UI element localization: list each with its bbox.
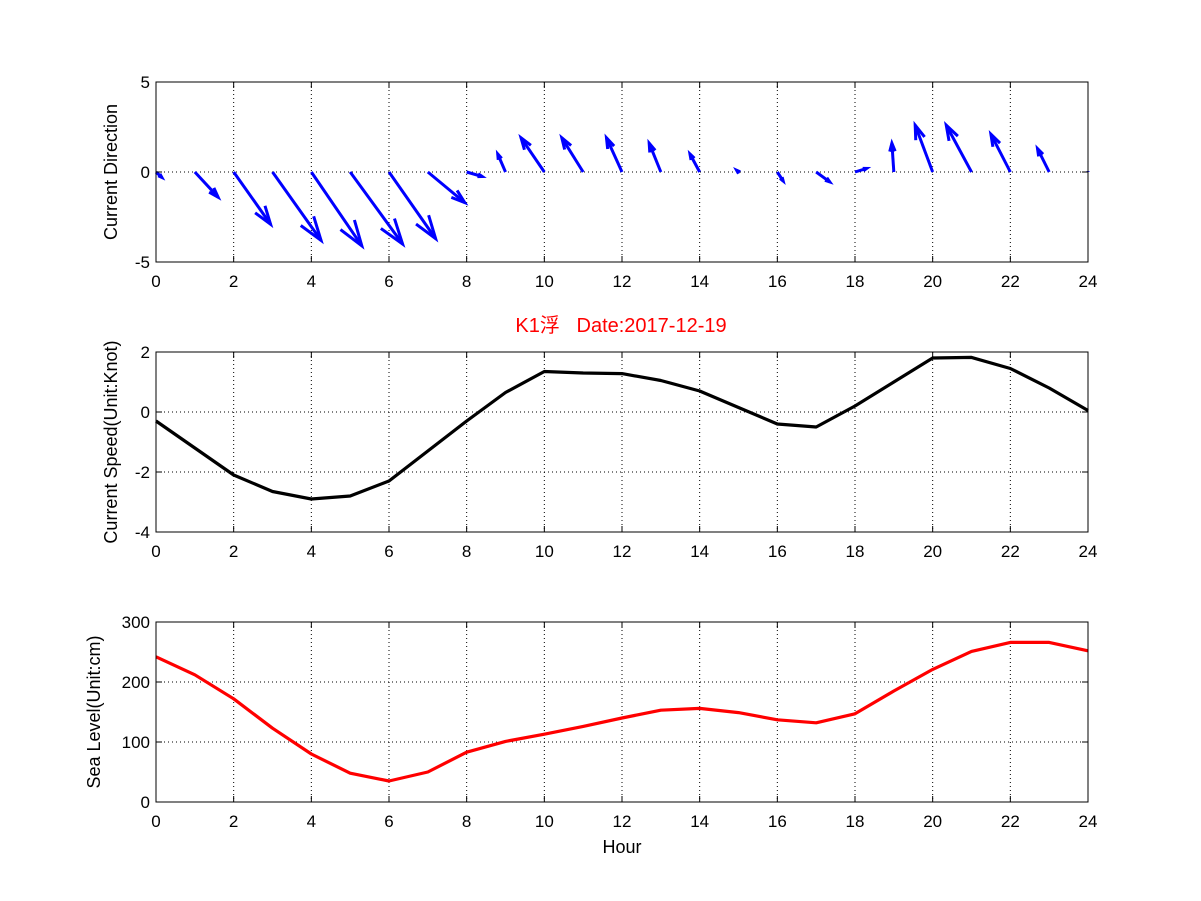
quiver-arrow (271, 171, 324, 245)
quiver-arrow (232, 171, 274, 229)
x-tick-label: 18 (846, 272, 865, 291)
x-axis-label: Hour (602, 837, 641, 857)
x-tick-label: 16 (768, 812, 787, 831)
y-axis-label: Current Speed(Unit:Knot) (101, 340, 121, 543)
quiver-arrow (687, 149, 701, 173)
quiver-arrow (604, 133, 624, 173)
x-tick-label: 4 (307, 272, 316, 291)
quiver-arrow (559, 133, 585, 173)
x-tick-label: 20 (923, 812, 942, 831)
quiver-arrow (1035, 144, 1051, 173)
x-tick-label: 14 (690, 812, 709, 831)
y-tick-label: 0 (141, 793, 150, 812)
x-tick-label: 2 (229, 542, 238, 561)
x-tick-label: 20 (923, 542, 942, 561)
x-tick-label: 24 (1079, 272, 1098, 291)
y-tick-label: 0 (141, 403, 150, 422)
y-tick-label: 0 (141, 163, 150, 182)
y-tick-label: 2 (141, 343, 150, 362)
x-tick-label: 0 (151, 272, 160, 291)
y-axis-label: Current Direction (101, 104, 121, 240)
x-tick-label: 8 (462, 272, 471, 291)
y-tick-label: -4 (135, 523, 150, 542)
y-tick-label: 5 (141, 73, 150, 92)
quiver-arrow (387, 171, 439, 243)
y-tick-label: 300 (122, 613, 150, 632)
quiver-arrow (348, 171, 406, 248)
x-tick-label: 2 (229, 812, 238, 831)
x-tick-label: 24 (1079, 812, 1098, 831)
x-tick-label: 0 (151, 812, 160, 831)
x-tick-label: 10 (535, 812, 554, 831)
y-tick-label: 200 (122, 673, 150, 692)
quiver-arrow (988, 129, 1012, 173)
x-tick-label: 6 (384, 272, 393, 291)
x-tick-label: 10 (535, 272, 554, 291)
quiver-arrow (733, 166, 741, 175)
quiver-arrow (518, 133, 546, 173)
x-tick-label: 14 (690, 272, 709, 291)
quiver-arrow (466, 170, 487, 179)
quiver-arrow (647, 138, 663, 173)
x-tick-label: 4 (307, 542, 316, 561)
x-tick-label: 4 (307, 812, 316, 831)
quiver-arrow (888, 138, 897, 173)
quiver-arrow (154, 170, 166, 181)
x-tick-label: 20 (923, 272, 942, 291)
x-tick-label: 10 (535, 542, 554, 561)
x-tick-label: 8 (462, 812, 471, 831)
x-tick-label: 12 (613, 272, 632, 291)
quiver-arrow (426, 170, 469, 206)
x-tick-label: 6 (384, 542, 393, 561)
y-tick-label: -2 (135, 463, 150, 482)
x-tick-label: 2 (229, 272, 238, 291)
x-tick-label: 18 (846, 812, 865, 831)
x-tick-label: 22 (1001, 812, 1020, 831)
x-tick-label: 16 (768, 272, 787, 291)
y-axis-label: Sea Level(Unit:cm) (84, 635, 104, 788)
y-tick-label: -5 (135, 253, 150, 272)
quiver-arrow (913, 120, 935, 173)
x-tick-label: 14 (690, 542, 709, 561)
x-tick-label: 6 (384, 812, 393, 831)
x-tick-label: 22 (1001, 542, 1020, 561)
figure-title: K1浮 Date:2017-12-19 (515, 314, 726, 337)
quiver-arrow (815, 170, 834, 185)
x-tick-label: 24 (1079, 542, 1098, 561)
x-tick-label: 12 (613, 812, 632, 831)
x-tick-label: 8 (462, 542, 471, 561)
quiver-arrow (854, 166, 872, 174)
quiver-arrow (193, 170, 222, 201)
quiver-arrow (495, 149, 507, 173)
x-tick-label: 16 (768, 542, 787, 561)
quiver-arrow (776, 171, 786, 186)
x-tick-label: 18 (846, 542, 865, 561)
y-tick-label: 100 (122, 733, 150, 752)
x-tick-label: 0 (151, 542, 160, 561)
series-line (155, 640, 1089, 783)
x-tick-label: 22 (1001, 272, 1020, 291)
x-tick-label: 12 (613, 542, 632, 561)
quiver-arrow (310, 171, 365, 250)
quiver-arrow (943, 121, 973, 173)
